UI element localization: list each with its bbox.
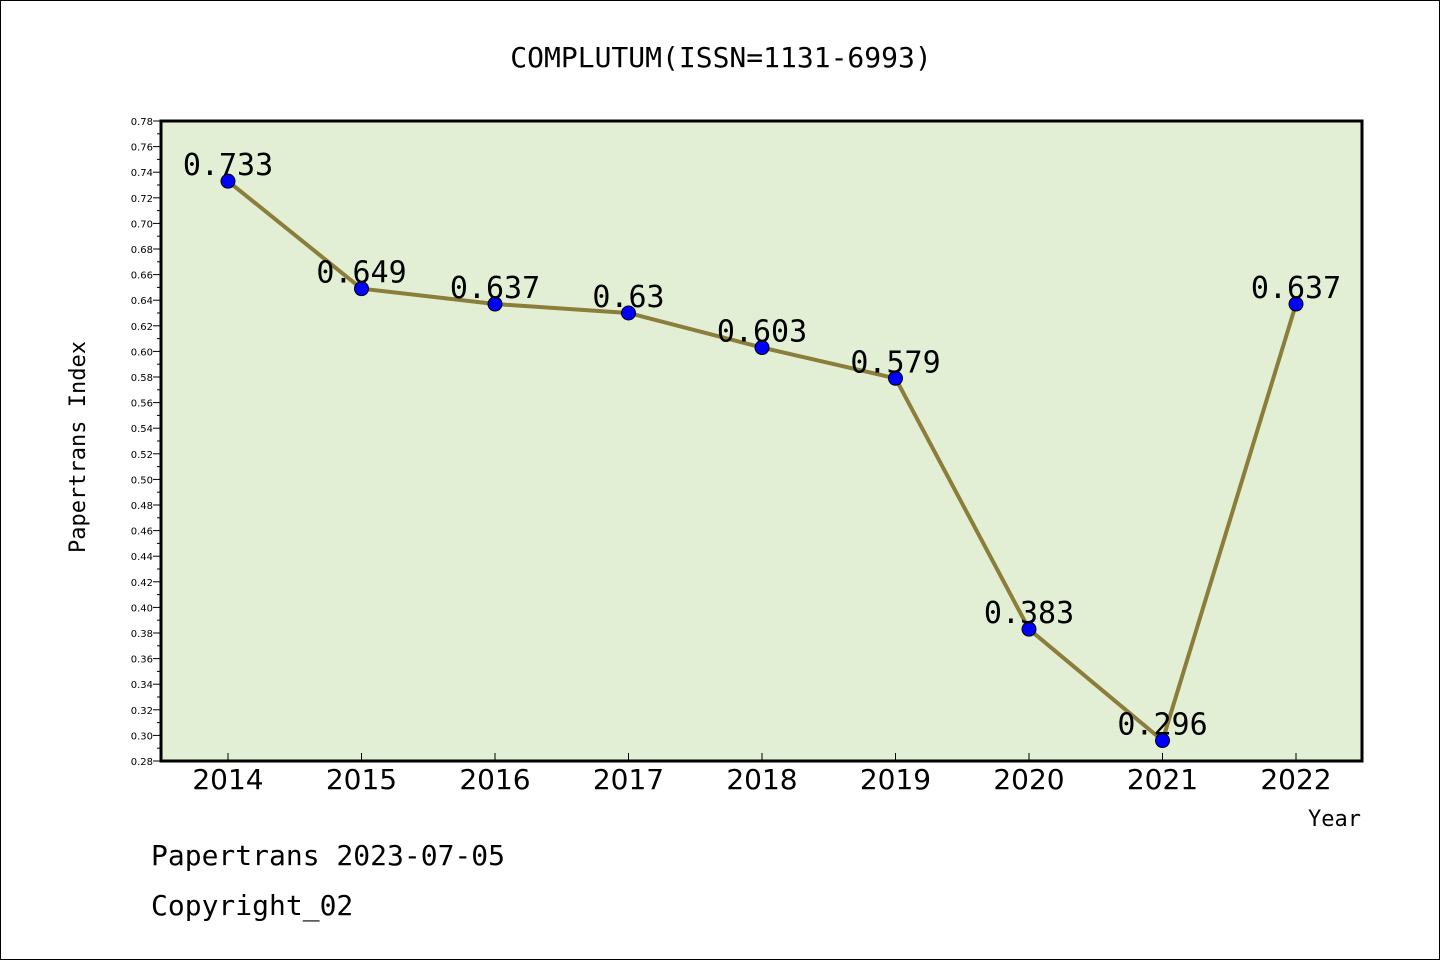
y-tick-label: 0.74 (131, 168, 153, 179)
data-point-marker (888, 370, 903, 386)
y-tick-label: 0.78 (131, 117, 153, 128)
data-point-marker (754, 340, 770, 356)
y-tick-label: 0.42 (131, 578, 153, 589)
footer-copyright: Copyright_02 (151, 889, 353, 923)
y-tick-label: 0.28 (131, 757, 153, 768)
y-tick-label: 0.30 (131, 731, 153, 742)
y-tick-label: 0.72 (131, 194, 153, 205)
x-tick-label: 2015 (326, 763, 397, 796)
y-tick-label: 0.32 (131, 706, 153, 717)
data-label: 0.637 (1251, 271, 1341, 306)
data-label: 0.649 (316, 256, 406, 291)
y-tick-label: 0.36 (131, 655, 153, 666)
data-label: 0.637 (450, 271, 540, 306)
data-label: 0.733 (183, 148, 273, 183)
y-tick-label: 0.66 (131, 271, 153, 282)
y-axis: 0.28 0.30 0.32 0.34 0.36 0.38 0.40 0.42 0.44 0.46… (131, 117, 161, 768)
plot-area (159, 119, 1364, 763)
data-labels-group: 0.733 0.649 0.637 0.63 0.603 0.579 0.383 0.296 0… (183, 148, 1341, 742)
y-tick-label: 0.68 (131, 245, 153, 256)
data-point-marker (220, 173, 236, 189)
y-tick-label: 0.52 (131, 450, 153, 461)
data-point-marker (1021, 621, 1037, 637)
y-tick-label: 0.70 (131, 219, 153, 230)
y-axis-label: Papertrans Index (66, 341, 91, 553)
y-tick-label: 0.64 (131, 296, 153, 307)
data-label: 0.579 (850, 345, 940, 380)
footer-date: Papertrans 2023-07-05 (151, 839, 505, 872)
x-tick-label: 2018 (726, 763, 797, 796)
data-point-marker (354, 281, 369, 297)
data-label: 0.63 (592, 280, 664, 315)
chart-title: COMPLUTUM(ISSN=1131-6993) (510, 41, 931, 74)
data-label: 0.603 (717, 315, 807, 350)
data-label: 0.383 (984, 596, 1074, 631)
x-tick-label: 2017 (593, 763, 664, 796)
y-tick-label: 0.40 (131, 603, 153, 614)
x-axis: 2014 2015 2016 2017 2018 2019 2020 2021 2022 (192, 753, 1332, 796)
x-axis-label: Year (1308, 807, 1361, 832)
y-tick-label: 0.44 (131, 552, 153, 563)
y-tick-label: 0.58 (131, 373, 153, 384)
y-tick-label: 0.50 (131, 475, 153, 486)
y-tick-label: 0.62 (131, 322, 153, 333)
x-tick-label: 2022 (1260, 763, 1331, 796)
data-point-marker (621, 305, 636, 321)
y-tick-label: 0.38 (131, 629, 153, 640)
x-tick-label: 2014 (192, 763, 263, 796)
x-tick-label: 2019 (860, 763, 931, 796)
x-tick-label: 2021 (1127, 763, 1198, 796)
y-tick-label: 0.34 (131, 680, 153, 691)
data-point-marker (1288, 296, 1304, 312)
y-tick-label: 0.76 (131, 143, 153, 154)
series-line-group (220, 173, 1304, 749)
data-label: 0.296 (1117, 708, 1207, 743)
y-tick-label: 0.46 (131, 527, 153, 538)
y-tick-label: 0.48 (131, 501, 153, 512)
data-point-marker (487, 296, 503, 312)
x-tick-label: 2020 (993, 763, 1064, 796)
y-tick-label: 0.60 (131, 347, 153, 358)
y-tick-label: 0.54 (131, 424, 153, 435)
data-point-marker (1155, 733, 1170, 749)
x-tick-label: 2016 (459, 763, 530, 796)
y-tick-label: 0.56 (131, 399, 153, 410)
